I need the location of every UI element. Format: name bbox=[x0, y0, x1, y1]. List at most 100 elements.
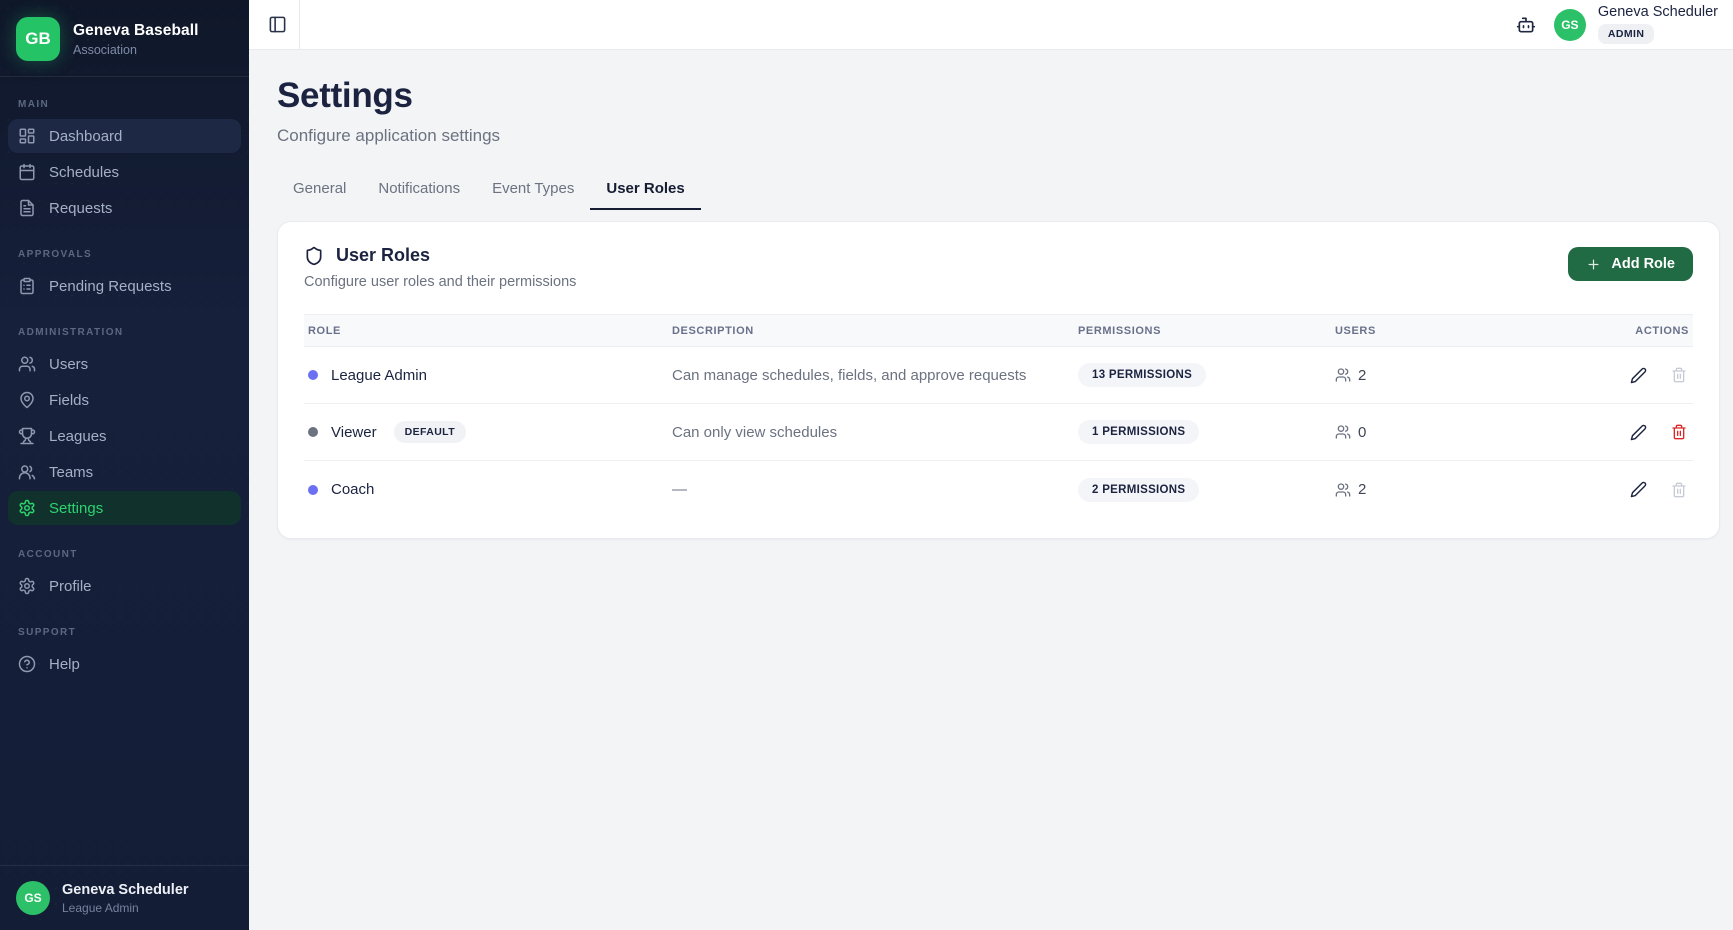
card-title: User Roles bbox=[336, 245, 431, 265]
sidebar-divider bbox=[0, 76, 249, 77]
nav-section-label: Account bbox=[18, 549, 78, 560]
nav-section-main: Main Dashboard Schedules Requests bbox=[8, 99, 241, 225]
sidebar-item-label: Fields bbox=[49, 391, 90, 409]
role-cell: Viewer DEFAULT bbox=[304, 421, 668, 443]
sidebar-nav: Main Dashboard Schedules Requests Approvals P… bbox=[0, 77, 249, 865]
sidebar-item-pending-requests[interactable]: Pending Requests bbox=[8, 269, 241, 303]
nav-section-support: Support Help bbox=[8, 627, 241, 681]
sidebar-item-dashboard[interactable]: Dashboard bbox=[8, 119, 241, 153]
role-cell: League Admin bbox=[304, 367, 668, 384]
settings-tabs: General Notifications Event Types User Role… bbox=[277, 170, 1720, 210]
actions-cell bbox=[1501, 424, 1693, 441]
sidebar-item-label: Requests bbox=[49, 199, 113, 217]
content: Settings Configure application settings … bbox=[249, 50, 1733, 539]
clipboard-icon bbox=[18, 277, 36, 295]
role-name: Viewer bbox=[331, 423, 377, 441]
map-pin-icon bbox=[18, 391, 36, 409]
dashboard-icon bbox=[18, 127, 36, 145]
delete-role-button bbox=[1671, 367, 1687, 383]
actions-cell bbox=[1501, 367, 1693, 384]
topbar: GS Geneva Scheduler ADMIN bbox=[249, 0, 1733, 50]
tab-event-types[interactable]: Event Types bbox=[492, 180, 575, 197]
table-row: League Admin Can manage schedules, fields… bbox=[304, 347, 1693, 404]
tab-notifications[interactable]: Notifications bbox=[378, 180, 461, 197]
sidebar: GB Geneva Baseball Association Main Dashb… bbox=[0, 0, 249, 930]
sidebar-item-label: Users bbox=[49, 355, 89, 373]
sidebar-item-requests[interactable]: Requests bbox=[8, 191, 241, 225]
bot-icon[interactable] bbox=[1516, 15, 1536, 35]
sidebar-user-name: Geneva Scheduler bbox=[62, 881, 189, 898]
column-header-description: Description bbox=[672, 324, 754, 337]
sidebar-item-profile[interactable]: Profile bbox=[8, 569, 241, 603]
nav-section-approvals: Approvals Pending Requests bbox=[8, 249, 241, 303]
sidebar-item-help[interactable]: Help bbox=[8, 647, 241, 681]
help-icon bbox=[18, 655, 36, 673]
brand: GB Geneva Baseball Association bbox=[0, 0, 249, 76]
users-icon bbox=[1335, 424, 1351, 440]
users-cell: 2 bbox=[1331, 367, 1501, 384]
permissions-cell: 13 Permissions bbox=[1074, 363, 1331, 387]
page-title: Settings bbox=[277, 76, 413, 115]
users-cell: 0 bbox=[1331, 424, 1501, 441]
role-description: Can only view schedules bbox=[672, 423, 838, 441]
actions-cell bbox=[1501, 481, 1693, 498]
role-color-dot bbox=[308, 370, 318, 380]
edit-role-button[interactable] bbox=[1630, 424, 1647, 441]
sidebar-item-label: Help bbox=[49, 655, 80, 673]
edit-role-button[interactable] bbox=[1630, 481, 1647, 498]
main-area: GS Geneva Scheduler ADMIN Settings Confi… bbox=[249, 0, 1733, 930]
permissions-badge: 2 Permissions bbox=[1078, 477, 1200, 502]
sidebar-user-role: League Admin bbox=[62, 900, 139, 915]
table-body: League Admin Can manage schedules, fields… bbox=[304, 347, 1693, 518]
topbar-user-name: Geneva Scheduler bbox=[1597, 4, 1718, 21]
shield-icon bbox=[304, 246, 324, 266]
sidebar-toggle-button[interactable] bbox=[268, 15, 287, 34]
add-role-button[interactable]: Add Role bbox=[1568, 247, 1693, 281]
sidebar-item-label: Schedules bbox=[49, 163, 120, 181]
permissions-badge: 13 Permissions bbox=[1078, 363, 1207, 387]
role-color-dot bbox=[308, 427, 318, 437]
users-count: 2 bbox=[1358, 481, 1367, 498]
table-row: Viewer DEFAULT Can only view schedules 1 Pe… bbox=[304, 404, 1693, 461]
card-header: User Roles Configure user roles and thei… bbox=[278, 222, 1719, 308]
permissions-cell: 2 Permissions bbox=[1074, 477, 1331, 502]
permissions-cell: 1 Permissions bbox=[1074, 420, 1331, 444]
tab-user-roles[interactable]: User Roles bbox=[590, 170, 701, 210]
nav-section-label: Main bbox=[18, 99, 50, 110]
tab-general[interactable]: General bbox=[293, 180, 347, 197]
nav-section-label: Support bbox=[18, 627, 77, 638]
avatar: GS bbox=[1553, 8, 1586, 41]
sidebar-item-label: Dashboard bbox=[49, 127, 123, 145]
sidebar-item-leagues[interactable]: Leagues bbox=[8, 419, 241, 453]
permissions-badge: 1 Permissions bbox=[1078, 420, 1200, 444]
role-name: League Admin bbox=[331, 366, 427, 384]
default-badge: DEFAULT bbox=[393, 421, 467, 443]
edit-role-button[interactable] bbox=[1630, 367, 1647, 384]
role-color-dot bbox=[308, 484, 318, 495]
sidebar-item-label: Teams bbox=[49, 463, 94, 481]
sidebar-user[interactable]: GS Geneva Scheduler League Admin bbox=[0, 865, 249, 930]
sidebar-item-users[interactable]: Users bbox=[8, 347, 241, 381]
sidebar-item-teams[interactable]: Teams bbox=[8, 455, 241, 489]
sidebar-item-schedules[interactable]: Schedules bbox=[8, 155, 241, 189]
card-subtitle: Configure user roles and their permissio… bbox=[304, 274, 577, 290]
table-header: Role Description Permissions Users Actions bbox=[304, 314, 1693, 347]
users-cell: 2 bbox=[1331, 481, 1501, 498]
page-subtitle: Configure application settings bbox=[277, 126, 501, 145]
delete-role-button bbox=[1671, 482, 1687, 498]
users-icon bbox=[18, 355, 36, 373]
file-icon bbox=[18, 199, 36, 217]
calendar-icon bbox=[18, 163, 36, 181]
plus-icon bbox=[1586, 257, 1601, 272]
brand-subtitle: Association bbox=[73, 42, 137, 57]
role-description: Can manage schedules, fields, and approv… bbox=[672, 366, 1027, 384]
sidebar-item-settings[interactable]: Settings bbox=[8, 491, 241, 525]
users-icon bbox=[1335, 482, 1351, 498]
user-menu[interactable]: GS Geneva Scheduler ADMIN bbox=[1553, 4, 1718, 44]
sidebar-item-fields[interactable]: Fields bbox=[8, 383, 241, 417]
table-row: Coach — 2 Permissions 2 bbox=[304, 461, 1693, 518]
sidebar-item-label: Pending Requests bbox=[49, 277, 172, 295]
sidebar-item-label: Profile bbox=[49, 577, 92, 595]
delete-role-button[interactable] bbox=[1671, 424, 1687, 440]
column-header-permissions: Permissions bbox=[1078, 324, 1162, 337]
